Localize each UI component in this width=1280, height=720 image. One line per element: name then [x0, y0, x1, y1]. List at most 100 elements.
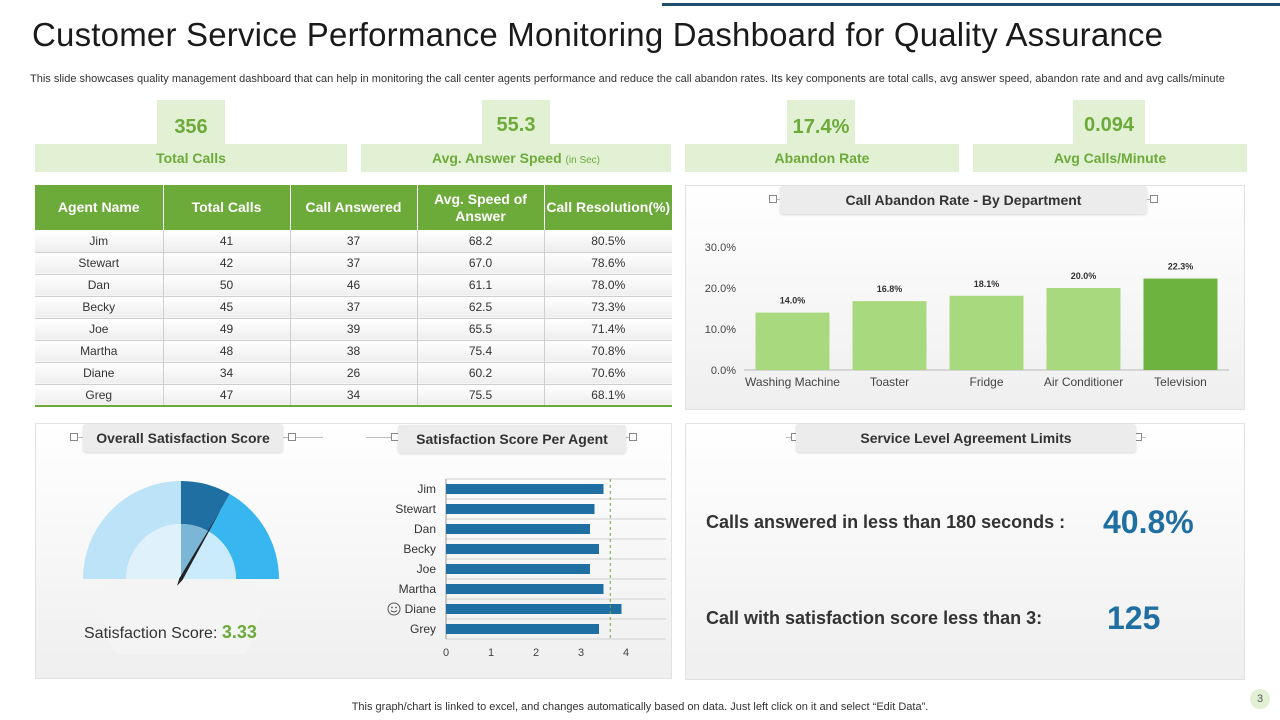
gauge-band-light	[83, 481, 181, 579]
x-tick-label: Air Conditioner	[1044, 375, 1123, 389]
satisfaction-score-label: Satisfaction Score: 3.33	[84, 622, 257, 643]
y-tick-label: 30.0%	[705, 242, 736, 254]
table-cell: Dan	[35, 274, 164, 297]
footer-note: This graph/chart is linked to excel, and…	[351, 701, 929, 713]
bar[interactable]	[446, 504, 595, 514]
x-tick-label: 4	[623, 647, 629, 659]
table-cell: 50	[163, 274, 291, 297]
table-row[interactable]: Greg 47 34 75.5 68.1%	[35, 384, 672, 407]
table-row[interactable]: Becky 45 37 62.5 73.3%	[35, 296, 672, 319]
bar[interactable]	[755, 312, 830, 370]
column-header[interactable]: Call Answered	[290, 185, 418, 230]
table-cell: Diane	[35, 362, 164, 385]
y-tick-label: 0.0%	[711, 365, 736, 377]
bar-data-label: 14.0%	[780, 296, 806, 306]
bar[interactable]	[1143, 278, 1218, 370]
kpi-avg-calls-minute[interactable]: 0.094 Avg Calls/Minute	[973, 100, 1247, 172]
table-cell: 78.0%	[544, 274, 672, 297]
page-title: Customer Service Performance Monitoring …	[32, 16, 1164, 53]
y-tick-label: Dan	[414, 522, 436, 536]
kpi-label: Abandon Rate	[685, 144, 959, 172]
table-cell: 61.1	[417, 274, 545, 297]
kpi-total-calls[interactable]: 356 Total Calls	[35, 100, 347, 172]
y-tick-label: 20.0%	[705, 283, 736, 295]
bar[interactable]	[446, 544, 599, 554]
table-row[interactable]: Stewart 42 37 67.0 78.6%	[35, 252, 672, 275]
kpi-label-text: Avg. Answer Speed	[431, 150, 562, 166]
table-cell: Martha	[35, 340, 164, 363]
gauge-needle	[177, 509, 221, 586]
page-description: This slide showcases quality management …	[30, 73, 1225, 85]
table-cell: 75.5	[417, 384, 545, 407]
abandon-rate-chart[interactable]: 0.0% 10.0% 20.0% 30.0% 14.0% Washing Machine 1…	[686, 186, 1244, 409]
bar[interactable]	[852, 301, 927, 370]
table-cell: 37	[290, 296, 418, 319]
bar[interactable]	[949, 295, 1024, 370]
top-accent-line	[662, 3, 1280, 6]
table-cell: 46	[290, 274, 418, 297]
table-cell: 42	[163, 252, 291, 275]
table-row[interactable]: Martha 48 38 75.4 70.8%	[35, 340, 672, 363]
gauge-band-dark	[181, 481, 230, 532]
table-cell: 60.2	[417, 362, 545, 385]
satisfaction-gauge[interactable]	[76, 474, 316, 654]
table-row[interactable]: Dan 50 46 61.1 78.0%	[35, 274, 672, 297]
table-cell: 48	[163, 340, 291, 363]
x-tick-label: 1	[488, 647, 494, 659]
bar[interactable]	[446, 484, 604, 494]
table-cell: 80.5%	[544, 230, 672, 253]
y-tick-label: Jim	[417, 482, 436, 496]
column-header[interactable]: Avg. Speed of Answer	[417, 185, 545, 230]
table-cell: 37	[290, 230, 418, 253]
column-header[interactable]: Call Resolution(%)	[544, 185, 672, 230]
bar[interactable]	[446, 624, 599, 634]
sla-panel: Service Level Agreement Limits Calls ans…	[685, 423, 1245, 680]
satisfaction-per-agent-chart[interactable]: Jim Stewart Dan Becky Joe Martha Diane Grey 0 1 2 3…	[366, 474, 666, 674]
x-tick-label: Fridge	[969, 375, 1003, 389]
table-cell: Becky	[35, 296, 164, 319]
x-tick-label: 3	[578, 647, 584, 659]
table-cell: Stewart	[35, 252, 164, 275]
table-row[interactable]: Joe 49 39 65.5 71.4%	[35, 318, 672, 341]
table-row[interactable]: Jim 41 37 68.2 80.5%	[35, 230, 672, 253]
table-cell: Joe	[35, 318, 164, 341]
y-tick-label: Martha	[399, 582, 437, 596]
y-tick-label: Grey	[410, 622, 436, 636]
table-row[interactable]: Diane 34 26 60.2 70.6%	[35, 362, 672, 385]
gauge-inner-light	[126, 524, 181, 579]
bar-data-label: 22.3%	[1168, 262, 1194, 272]
bar[interactable]	[446, 604, 622, 614]
table-cell: 41	[163, 230, 291, 253]
table-cell: 34	[163, 362, 291, 385]
abandon-rate-panel: Call Abandon Rate - By Department 0.0% 10…	[685, 185, 1245, 410]
bar[interactable]	[446, 524, 590, 534]
y-tick-label: Joe	[417, 562, 437, 576]
bar-data-label: 16.8%	[877, 284, 903, 294]
panel-handle	[70, 433, 78, 441]
table-cell: 49	[163, 318, 291, 341]
table-cell: 68.2	[417, 230, 545, 253]
table-cell: 71.4%	[544, 318, 672, 341]
table-cell: 70.6%	[544, 362, 672, 385]
table-cell: 47	[163, 384, 291, 407]
column-header[interactable]: Total Calls	[163, 185, 291, 230]
table-cell: Jim	[35, 230, 164, 253]
x-tick-label: 0	[443, 647, 449, 659]
agent-performance-table: Agent Name Total Calls Call Answered Avg…	[35, 185, 672, 407]
column-header[interactable]: Agent Name	[35, 185, 164, 230]
kpi-avg-answer-speed[interactable]: 55.3 Avg. Answer Speed (in Sec)	[361, 100, 671, 172]
kpi-value: 356	[157, 100, 225, 146]
bar[interactable]	[446, 584, 604, 594]
kpi-label: Total Calls	[35, 144, 347, 172]
table-cell: 39	[290, 318, 418, 341]
table-cell: 78.6%	[544, 252, 672, 275]
kpi-abandon-rate[interactable]: 17.4% Abandon Rate	[685, 100, 959, 172]
table-cell: 68.1%	[544, 384, 672, 407]
bar[interactable]	[446, 564, 590, 574]
sla-calls-answered-value: 40.8%	[1103, 504, 1194, 540]
bar[interactable]	[1046, 288, 1121, 370]
satisfaction-score-value: 3.33	[221, 622, 257, 642]
panel-handle	[1150, 195, 1158, 203]
table-cell: 62.5	[417, 296, 545, 319]
x-tick-label: Washing Machine	[745, 375, 840, 389]
